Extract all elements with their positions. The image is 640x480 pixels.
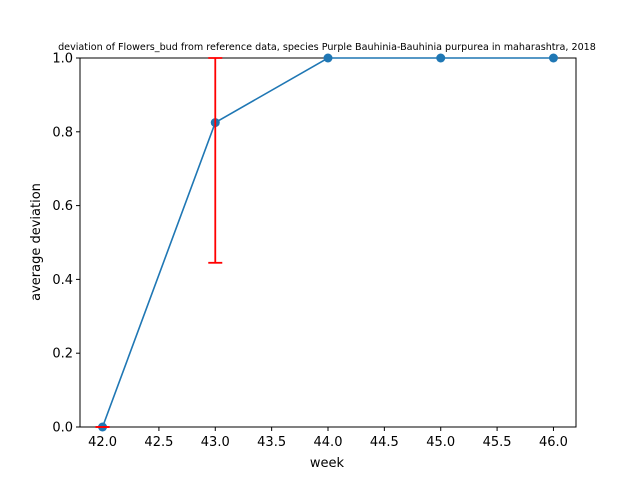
x-tick-label: 46.0 — [539, 435, 568, 450]
axes-frame — [79, 57, 577, 428]
plot-area: 42.0 42.5 43.0 43.5 44.0 44.5 45.0 45.5 46.0 0.0 0… — [52, 52, 577, 450]
x-tick-label: 43.0 — [201, 435, 230, 450]
x-tick-label: 44.0 — [314, 435, 343, 450]
x-tick-label: 42.0 — [88, 435, 117, 450]
x-tick-label: 43.5 — [257, 435, 286, 450]
y-tick-label: 0.8 — [52, 125, 73, 140]
data-point — [548, 53, 558, 63]
chart-title: deviation of Flowers_bud from reference … — [58, 42, 596, 53]
y-tick-label: 0.4 — [52, 273, 73, 288]
x-tick-label: 45.0 — [426, 435, 455, 450]
y-axis-label: average deviation — [29, 183, 44, 301]
series-line — [101, 57, 554, 428]
y-tick-label: 0.0 — [52, 421, 73, 436]
x-tick-label: 44.5 — [370, 435, 399, 450]
data-point — [323, 53, 333, 63]
y-tick-label: 0.2 — [52, 347, 73, 362]
x-tick-label: 45.5 — [483, 435, 512, 450]
y-tick-label: 1.0 — [52, 52, 73, 67]
x-axis-label: week — [310, 456, 345, 471]
y-tick-label: 0.6 — [52, 199, 73, 214]
x-tick-label: 42.5 — [144, 435, 173, 450]
data-point — [436, 53, 446, 63]
